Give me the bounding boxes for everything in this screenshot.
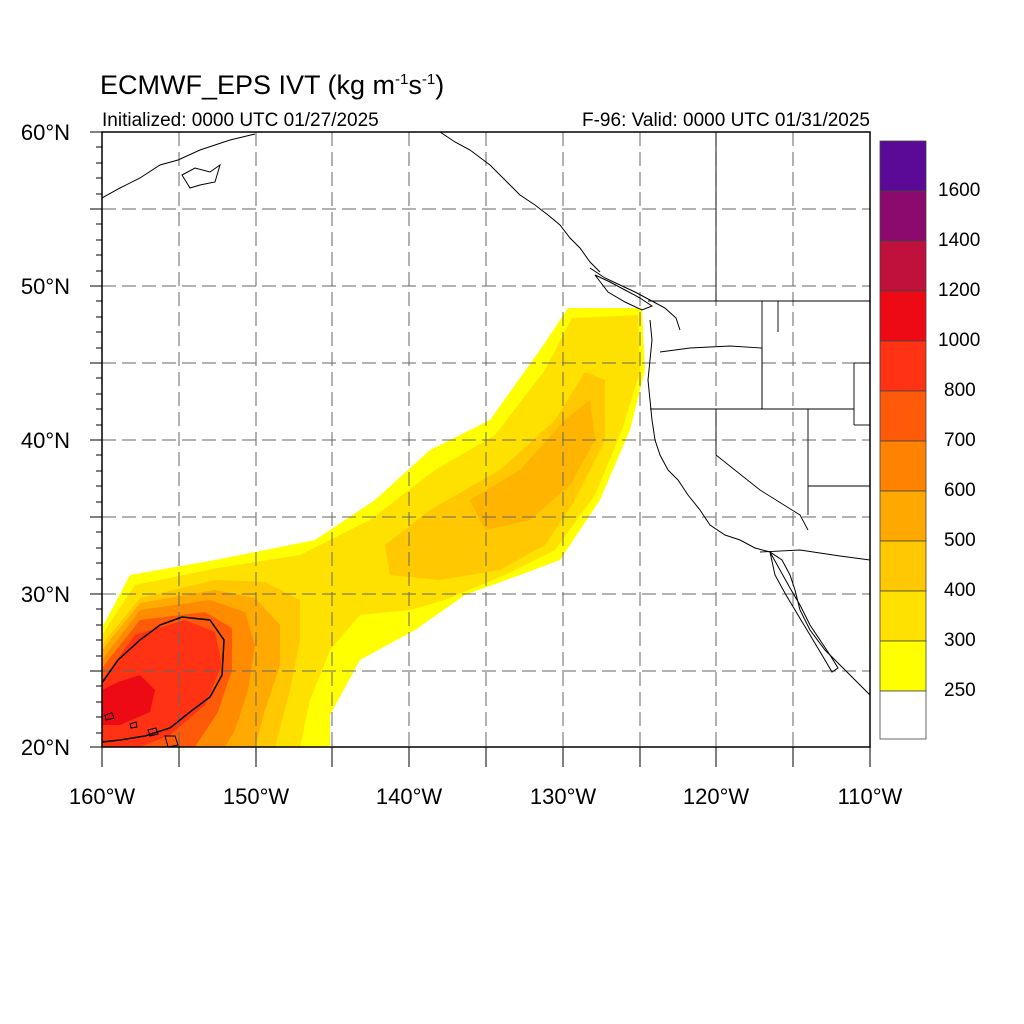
colorbar-swatch-500	[879, 540, 927, 592]
lat-label-50n: 50°N	[20, 274, 70, 299]
lat-label-60n: 60°N	[20, 120, 70, 145]
lon-label-140w: 140°W	[375, 784, 443, 809]
colorbar-label-250: 250	[944, 680, 976, 701]
alaska-islands	[181, 163, 221, 189]
colorbar-swatch-400	[879, 590, 927, 642]
ivt-shading	[102, 308, 645, 747]
baja-peninsula	[769, 551, 839, 673]
ivt-band-500-ar	[470, 400, 595, 530]
title-mid: s	[408, 70, 422, 100]
colorbar-label-1000: 1000	[938, 330, 981, 351]
colorbar-swatch-1200	[879, 290, 927, 342]
colorbar-label-400: 400	[944, 580, 976, 601]
alaska-coast	[102, 133, 256, 199]
state-borders	[648, 132, 870, 561]
colorbar-swatch-1400	[879, 240, 927, 292]
colorbar-label-500: 500	[944, 530, 976, 551]
colorbar-swatch-300	[879, 640, 927, 692]
colorbar-swatch-1000	[879, 340, 927, 392]
colorbar-label-800: 800	[944, 380, 976, 401]
colorbar-swatch-1600	[879, 190, 927, 242]
coastlines	[102, 132, 870, 747]
colorbar-label-1400: 1400	[938, 230, 981, 251]
valid-time-label: F-96: Valid: 0000 UTC 01/31/2025	[582, 110, 870, 131]
lon-label-130w: 130°W	[529, 784, 597, 809]
initialized-label: Initialized: 0000 UTC 01/27/2025	[102, 110, 379, 131]
vancouver-island	[594, 274, 654, 311]
bc-coast	[589, 267, 681, 331]
lon-label-160w: 160°W	[68, 784, 136, 809]
title-end: )	[435, 70, 445, 100]
lon-label-150w: 150°W	[222, 784, 290, 809]
colorbar	[879, 140, 927, 740]
title-main: ECMWF_EPS IVT (kg m	[100, 70, 396, 100]
lon-label-110w: 110°W	[837, 784, 903, 809]
lat-label-20n: 20°N	[20, 735, 70, 760]
map-title: ECMWF_EPS IVT (kg m-1s-1)	[100, 70, 444, 101]
colorbar-label-1600: 1600	[938, 180, 981, 201]
colorbar-label-1200: 1200	[938, 280, 981, 301]
alaska-panhandle	[439, 132, 601, 273]
title-exp2: -1	[421, 71, 436, 88]
colorbar-label-300: 300	[944, 630, 976, 651]
hawaii-islands	[104, 712, 179, 747]
lat-label-40n: 40°N	[20, 428, 70, 453]
colorbar-swatch-700	[879, 440, 927, 492]
ivt-band-400-ar	[385, 372, 605, 580]
colorbar-swatch-600	[879, 490, 927, 542]
lat-label-30n: 30°N	[20, 582, 70, 607]
colorbar-label-700: 700	[944, 430, 976, 451]
contour-1000	[102, 616, 225, 743]
lon-label-120w: 120°W	[682, 784, 750, 809]
colorbar-swatch-250	[879, 690, 927, 740]
west-coast	[647, 319, 870, 696]
axis-ticks	[90, 131, 871, 767]
colorbar-label-600: 600	[944, 480, 976, 501]
colorbar-swatch-800	[879, 390, 927, 442]
colorbar-swatch-1600plus	[879, 140, 927, 192]
map-gridlines	[102, 132, 870, 747]
title-exp1: -1	[395, 71, 409, 88]
ivt-band-1000	[102, 675, 155, 725]
